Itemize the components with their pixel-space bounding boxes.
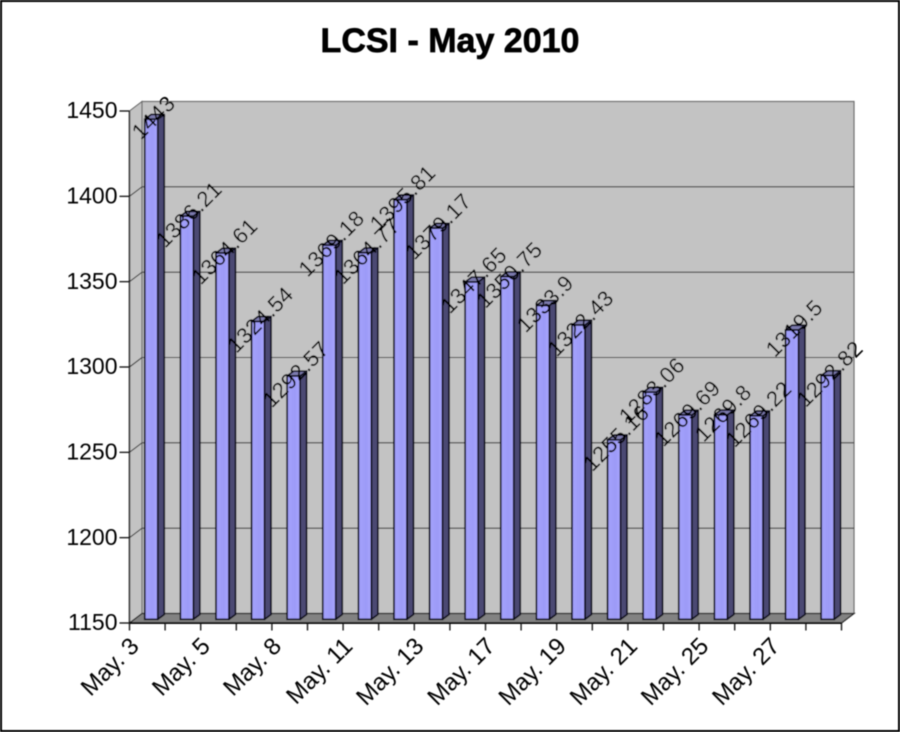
- svg-text:1350: 1350: [66, 268, 117, 294]
- svg-text:1450: 1450: [66, 97, 117, 123]
- svg-text:1250: 1250: [66, 438, 117, 464]
- svg-text:1200: 1200: [66, 524, 117, 550]
- svg-text:1150: 1150: [68, 609, 117, 635]
- svg-text:1400: 1400: [66, 182, 117, 208]
- svg-text:1300: 1300: [66, 353, 117, 379]
- svg-text:LCSI - May 2010: LCSI - May 2010: [321, 22, 580, 60]
